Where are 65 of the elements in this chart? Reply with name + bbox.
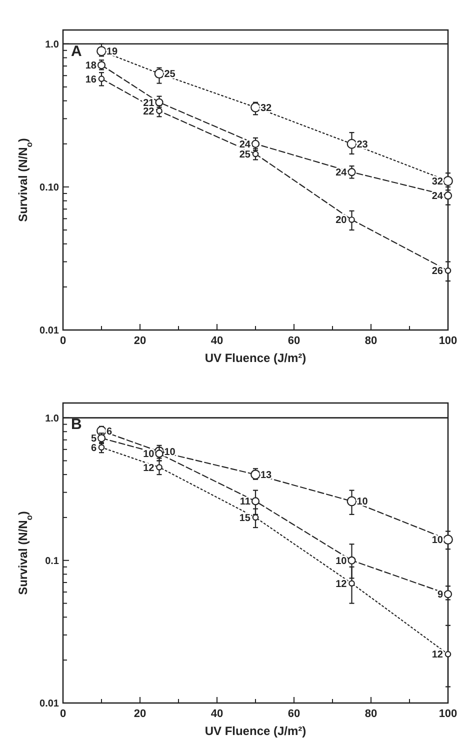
- point: [346, 496, 357, 506]
- annotation: 10: [143, 449, 155, 460]
- point: [156, 464, 162, 470]
- annotation: 32: [260, 102, 272, 114]
- annotation: B: [71, 416, 82, 433]
- x-tick-label: 0: [60, 335, 66, 347]
- annotation: 11: [240, 496, 251, 508]
- x-tick-label: 60: [288, 335, 300, 347]
- x-tick-label: 20: [134, 335, 146, 347]
- y-tick-label: 0.1: [45, 556, 60, 567]
- y-tick-label: 0.01: [40, 326, 60, 336]
- point: [443, 534, 453, 545]
- annotation: 5: [90, 434, 97, 445]
- annotation: 25: [239, 149, 251, 160]
- annotation: 24: [432, 191, 444, 202]
- annotation: 6: [90, 442, 97, 454]
- y-tick-label: 1.0: [45, 413, 60, 424]
- y-tick-label: 1.0: [45, 39, 60, 50]
- point: [251, 497, 260, 506]
- x-tick-label: 100: [438, 708, 458, 720]
- x-axis-title: UV Fluence (J/m²): [204, 351, 306, 365]
- annotation: 26: [432, 266, 444, 278]
- point: [346, 138, 357, 149]
- annotation: 24: [239, 139, 251, 150]
- x-tick-label: 80: [364, 708, 378, 720]
- annotation: A: [71, 43, 82, 60]
- y-tick-label: 0.10: [40, 182, 60, 194]
- point: [348, 556, 356, 564]
- x-tick-label: 80: [364, 335, 378, 347]
- x-tick-label: 40: [210, 708, 224, 720]
- annotation: 12: [336, 578, 348, 590]
- annotation: 12: [143, 462, 155, 474]
- annotation: 9: [437, 590, 444, 601]
- point: [154, 68, 164, 79]
- point: [444, 590, 452, 598]
- x-tick-label: 100: [438, 335, 458, 347]
- point: [250, 102, 260, 112]
- annotation: 32: [432, 176, 444, 188]
- annotation: 10: [356, 496, 368, 508]
- annotation: 10: [432, 535, 444, 546]
- x-tick-label: 60: [288, 708, 300, 720]
- point: [98, 76, 105, 82]
- annotation: 12: [432, 650, 444, 661]
- point: [348, 580, 355, 587]
- annotation: 10: [336, 556, 348, 567]
- point: [348, 216, 355, 223]
- annotation: 20: [336, 215, 348, 226]
- point: [348, 168, 356, 176]
- x-tick-label: 0: [60, 708, 66, 720]
- annotation: 23: [356, 139, 368, 150]
- annotation: 22: [143, 106, 155, 118]
- annotation: 18: [85, 60, 97, 72]
- annotation: 21: [143, 98, 155, 109]
- annotation: 16: [85, 74, 97, 86]
- y-tick-label: 0.01: [40, 698, 60, 710]
- annotation: 15: [239, 512, 251, 524]
- annotation: 24: [336, 168, 348, 179]
- annotation: 25: [164, 69, 176, 80]
- annotation: 19: [106, 46, 118, 58]
- x-tick-label: 40: [210, 335, 224, 347]
- point: [444, 651, 452, 658]
- x-axis-title: UV Fluence (J/m²): [204, 724, 306, 738]
- point: [96, 46, 106, 56]
- point: [444, 267, 452, 274]
- x-tick-label: 20: [134, 708, 146, 720]
